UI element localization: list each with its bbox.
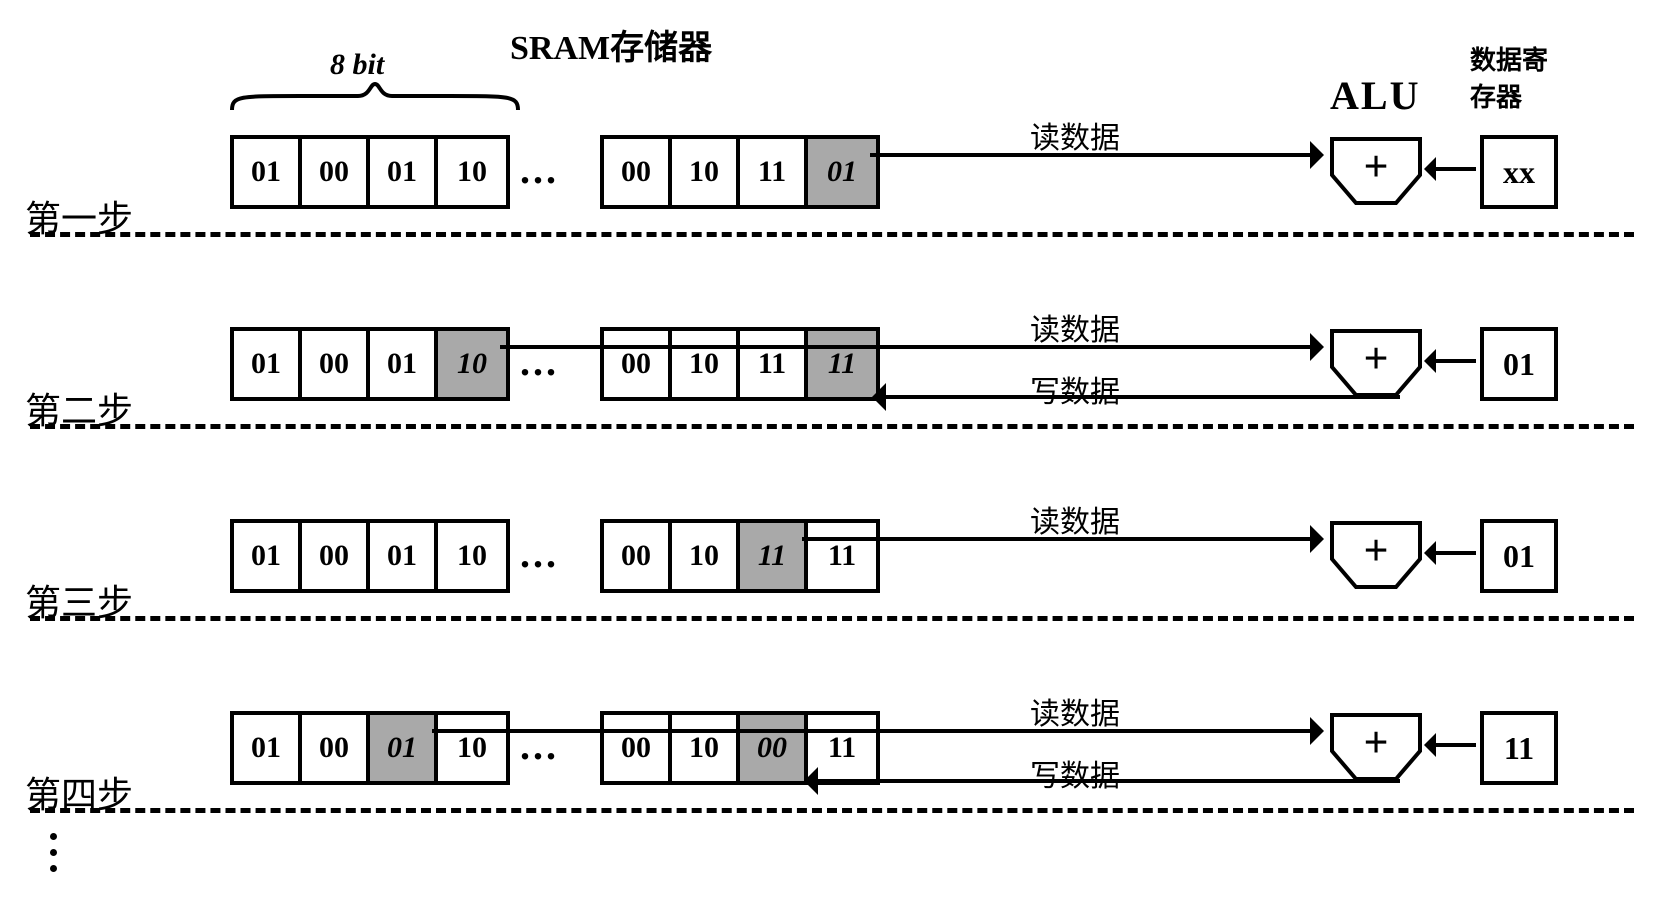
memory-block-1: 01000110 <box>230 327 510 401</box>
alu-icon: + <box>1330 521 1422 591</box>
memory-cell: 10 <box>438 139 506 205</box>
reg-to-alu-arrow <box>1424 157 1476 181</box>
memory-cell: 10 <box>672 523 740 589</box>
sram-title: SRAM存储器 <box>510 20 712 69</box>
memory-block-1: 01000110 <box>230 519 510 593</box>
data-register: xx <box>1480 135 1558 209</box>
register-title: 数据寄存器 <box>1470 40 1548 114</box>
read-arrow <box>500 333 1324 361</box>
alu-icon: + <box>1330 137 1422 207</box>
memory-cell: 01 <box>370 715 438 781</box>
memory-cell: 01 <box>234 715 302 781</box>
memory-cell: 10 <box>672 139 740 205</box>
bit-width-label: 8 bit <box>330 48 384 82</box>
continuation-dot <box>50 849 57 856</box>
continuation-dot <box>50 865 57 872</box>
memory-cell: 00 <box>302 715 370 781</box>
memory-block-2: 00101101 <box>600 135 880 209</box>
memory-cell: 00 <box>604 523 672 589</box>
data-register: 01 <box>1480 519 1558 593</box>
memory-cell: 01 <box>808 139 876 205</box>
memory-cell: 10 <box>438 331 506 397</box>
memory-cell: 10 <box>438 523 506 589</box>
memory-cell: 01 <box>234 331 302 397</box>
svg-text:+: + <box>1363 142 1388 191</box>
memory-cell: 11 <box>740 523 808 589</box>
memory-cell: 11 <box>740 139 808 205</box>
reg-to-alu-arrow <box>1424 349 1476 373</box>
memory-cell: 01 <box>370 331 438 397</box>
data-register: 11 <box>1480 711 1558 785</box>
memory-block-1: 01000110 <box>230 135 510 209</box>
step-separator <box>30 232 1634 237</box>
reg-to-alu-arrow <box>1424 541 1476 565</box>
reg-to-alu-arrow <box>1424 733 1476 757</box>
memory-cell: 01 <box>234 523 302 589</box>
memory-cell: 00 <box>302 139 370 205</box>
memory-cell: 01 <box>234 139 302 205</box>
step-separator <box>30 424 1634 429</box>
memory-cell: 01 <box>370 523 438 589</box>
read-label: 读数据 <box>1030 305 1120 349</box>
svg-text:+: + <box>1363 526 1388 575</box>
write-label: 写数据 <box>1030 367 1120 411</box>
data-register: 01 <box>1480 327 1558 401</box>
read-label: 读数据 <box>1030 497 1120 541</box>
alu-title: ALU <box>1330 72 1420 119</box>
step-separator <box>30 616 1634 621</box>
read-label: 读数据 <box>1030 113 1120 157</box>
memory-cell: 00 <box>302 331 370 397</box>
memory-cell: 00 <box>302 523 370 589</box>
memory-cell: 01 <box>370 139 438 205</box>
step-separator <box>30 808 1634 813</box>
ellipsis: ... <box>520 146 559 193</box>
read-label: 读数据 <box>1030 689 1120 733</box>
write-label: 写数据 <box>1030 751 1120 795</box>
memory-cell: 00 <box>604 139 672 205</box>
read-arrow <box>432 717 1324 745</box>
ellipsis: ... <box>520 530 559 577</box>
continuation-dot <box>50 833 57 840</box>
